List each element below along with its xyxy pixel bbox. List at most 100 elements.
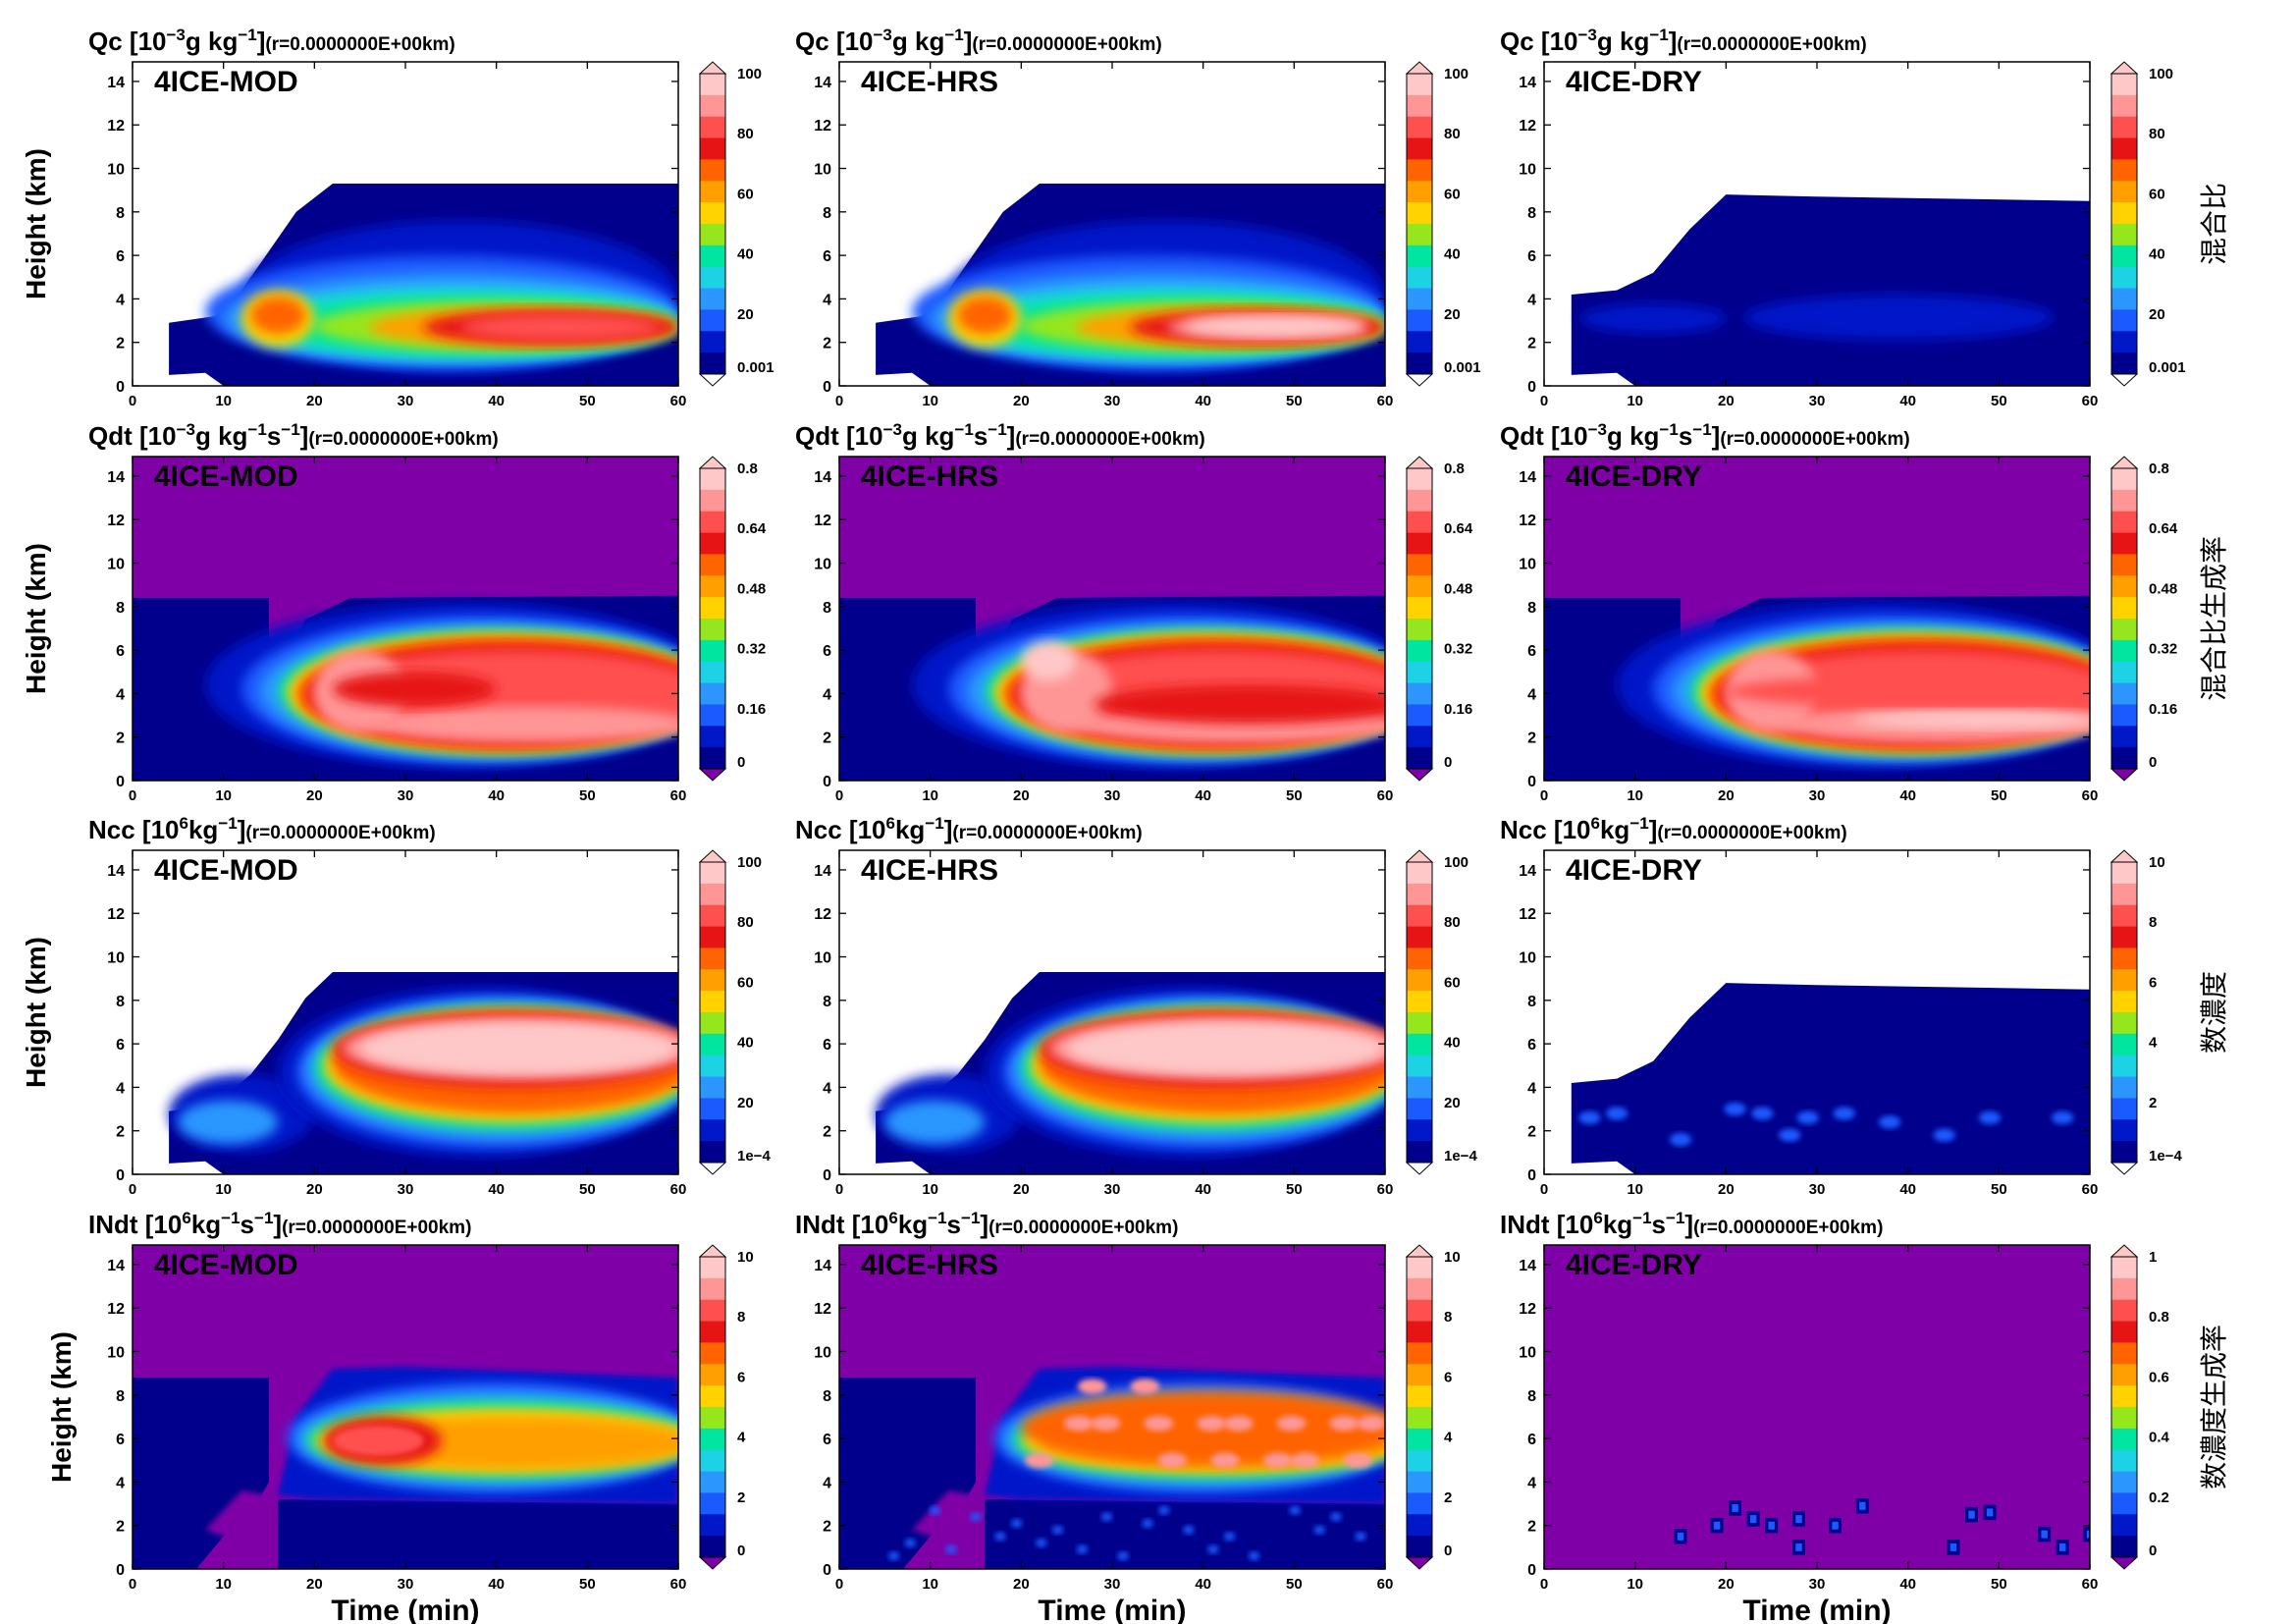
panel-r1-c2: 4ICE-DRY 0 10 20 30 40 50 60 0 2 4 6 8 10 12 14 0.8 0.64 0… [1500,420,2178,804]
x-tick-label: 50 [1286,393,1303,409]
plot-area [133,457,678,781]
y-tick-label: 4 [823,1475,831,1491]
colorbar-label: 0 [1444,754,1452,771]
colorbar-bottom-arrow [1405,1556,1434,1570]
contour-region [945,1544,957,1554]
y-tick-label: 8 [116,205,125,222]
colorbar-segment [700,159,725,182]
panel-title: Qdt [10−3g kg−1s−1](r=0.0000000E+00km) [795,420,1205,451]
panel-r2-c1: 4ICE-HRS 0 10 20 30 40 50 60 0 2 4 6 8 10 12 14 100 80 60 4… [795,814,1477,1198]
contour-region [1544,598,1681,781]
y-tick-label: 4 [1527,686,1536,703]
colorbar-segment [700,1492,725,1515]
y-tick-label: 14 [107,75,125,91]
x-tick-label: 30 [398,393,414,409]
colorbar-segment [2111,224,2137,246]
colorbar-label: 0.001 [2149,359,2186,376]
contour-region [1357,1415,1385,1432]
y-tick-label: 10 [107,950,125,967]
colorbar-segment [2111,747,2137,770]
colorbar-segment [2111,1536,2137,1558]
colorbar-label: 100 [737,66,762,82]
y-tick-label: 6 [116,1432,125,1448]
colorbar-bottom-arrow [698,1162,727,1175]
contour-region [1779,1128,1801,1142]
x-tick-label: 20 [1013,1181,1030,1198]
y-axis-label: Height (km) [21,543,51,694]
colorbar-segment [2111,266,2137,290]
colorbar-segment [1407,1449,1432,1473]
colorbar-label: 20 [737,1095,754,1111]
colorbar-frame [699,861,726,1164]
colorbar-label: 4 [2149,1035,2158,1052]
contour-region [250,297,306,334]
plot-area [839,457,1385,781]
contour-region [1724,1102,1746,1116]
colorbar-frame [1406,861,1433,1164]
colorbar-segment [2111,331,2137,353]
contour-region [1313,1525,1325,1535]
colorbar-label: 20 [2149,306,2165,323]
y-tick-label: 0 [116,1562,125,1579]
x-tick-label: 20 [1013,1576,1030,1593]
colorbar-segment [2111,597,2137,620]
y-tick-label: 10 [1519,557,1536,573]
x-tick-label: 40 [1899,1576,1916,1593]
colorbar-segment [2111,1428,2137,1451]
colorbar-segment [1407,1277,1432,1301]
colorbar-segment [1407,1536,1432,1558]
y-tick-label: 4 [823,292,831,308]
x-tick-label: 20 [1718,1576,1735,1593]
contour-region [1606,1107,1629,1120]
colorbar-segment [1407,266,1432,290]
colorbar-segment [1407,597,1432,620]
colorbar-segment [1407,554,1432,576]
y-tick-label: 8 [823,994,831,1010]
colorbar-segment [1407,991,1432,1013]
y-tick-label: 0 [823,379,831,396]
colorbar-segment [1407,1119,1432,1142]
colorbar-segment [700,1428,725,1451]
contour-region [1713,1521,1721,1530]
contour-region [1949,1543,1957,1551]
contour-region [278,1499,678,1569]
colorbar-segment [2111,489,2137,513]
x-tick-label: 30 [1104,1181,1121,1198]
colorbar-segment [2111,137,2137,160]
contour-region [1743,294,2054,341]
x-tick-label: 20 [306,1181,323,1198]
y-tick-label: 14 [814,1258,831,1274]
colorbar-label: 0.16 [1444,701,1472,718]
colorbar-label: 0.8 [2149,1309,2169,1326]
contour-region [1100,1512,1112,1522]
contour-region [1094,684,1385,725]
colorbar-segment [2111,116,2137,139]
contour-region [368,706,678,742]
colorbar-segment [2111,1033,2137,1056]
colorbar-label: 0.001 [1444,359,1481,376]
colorbar-segment [1407,288,1432,310]
contour-region [1223,1532,1236,1542]
contour-region [459,313,661,341]
x-tick-label: 30 [1809,393,1826,409]
y-tick-label: 12 [1519,1301,1536,1318]
x-tick-label: 30 [1809,1576,1826,1593]
panel-r0-c0: 4ICE-MOD 0 10 20 30 40 50 60 0 2 4 6 8 10 12 14 100 80 60 4… [88,26,774,409]
contour-region [1796,1110,1819,1125]
colorbar-segment [1407,704,1432,727]
experiment-label: 4ICE-DRY [1566,460,1702,493]
colorbar-label: 40 [1444,1035,1461,1052]
y-tick-label: 14 [1519,469,1536,486]
panel-title: Qdt [10−3g kg−1s−1](r=0.0000000E+00km) [88,420,499,451]
x-tick-label: 30 [1104,787,1121,804]
contour-region [1578,1110,1601,1125]
colorbar-segment [1407,159,1432,182]
colorbar-segment [2111,532,2137,555]
y-tick-label: 2 [116,1519,125,1536]
side-label: 混合比 [2198,183,2230,265]
colorbar-segment [700,1141,725,1164]
colorbar-segment [2111,244,2137,268]
colorbar-label: 6 [737,1369,745,1385]
contour-region [1986,1508,1994,1517]
